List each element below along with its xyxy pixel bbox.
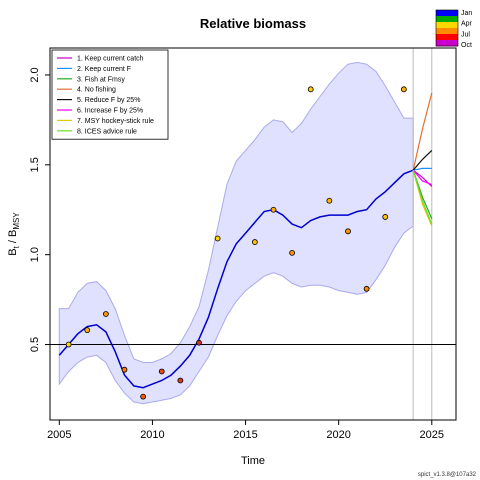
- legend-label-6: 6. Increase F by 25%: [77, 108, 143, 115]
- biomass-estimate-line: [58, 169, 414, 389]
- observation-point: [65, 341, 72, 348]
- season-swatch: [436, 10, 458, 17]
- scenario-legend: 1. Keep current catch 2. Keep current F 3.…: [51, 49, 169, 140]
- observation-point: [345, 228, 351, 235]
- y-label-sub-t: t: [12, 245, 21, 248]
- reference-lines-layer: [50, 48, 456, 420]
- season-color-legend: Jan Apr Jul Oct: [435, 9, 473, 49]
- season-swatch: [436, 28, 458, 35]
- x-tick-label: 2005: [47, 429, 71, 441]
- season-swatch: [436, 40, 458, 47]
- observation-point: [270, 206, 277, 213]
- forecast-lines-layer: [412, 92, 433, 227]
- observation-point: [84, 327, 91, 334]
- observation-point: [177, 377, 184, 384]
- x-axis-label: Time: [241, 455, 265, 467]
- season-label-jul: Jul: [461, 31, 470, 38]
- forecast-line-5: [412, 149, 433, 171]
- observation-point: [251, 239, 258, 245]
- observation-point: [382, 214, 389, 220]
- observation-point: [158, 368, 165, 375]
- legend-label-2: 2. Keep current F: [77, 66, 131, 73]
- season-swatch: [436, 22, 458, 29]
- season-swatch: [436, 34, 458, 41]
- legend-label-3: 3. Fish at Fmsy: [77, 76, 125, 83]
- observation-point: [289, 249, 296, 256]
- y-label-b: B: [7, 248, 19, 255]
- x-tick-label: 2020: [326, 429, 350, 441]
- y-tick-label: 0.5: [29, 337, 41, 352]
- plot-frame: [49, 47, 457, 421]
- observation-point: [121, 366, 128, 373]
- estimate-line-layer: [58, 169, 414, 389]
- y-tick-label: 1.5: [29, 157, 41, 172]
- y-tick-label: 1.0: [29, 247, 41, 262]
- season-swatch: [436, 16, 458, 23]
- x-axis: 2005 2010 2015 2020 2025: [47, 420, 444, 441]
- legend-box: [51, 49, 169, 140]
- legend-label-7: 7. MSY hockey-stick rule: [77, 118, 154, 125]
- footer-version: spict_v1.3.8@107a32: [418, 472, 477, 478]
- observation-point: [326, 197, 333, 204]
- observation-point: [140, 393, 147, 400]
- legend-label-5: 5. Reduce F by 25%: [77, 97, 140, 104]
- y-axis: 0.5 1.0 1.5 2.0: [29, 67, 50, 352]
- x-tick-label: 2010: [140, 429, 164, 441]
- observation-point: [307, 86, 314, 93]
- legend-label-4: 4. No fishing: [77, 87, 116, 94]
- observation-point: [400, 86, 407, 93]
- y-label-mid: / B: [7, 230, 19, 247]
- x-tick-label: 2025: [420, 429, 444, 441]
- y-label-sub-msy: MSY: [12, 212, 21, 230]
- chart-title: Relative biomass: [200, 16, 306, 31]
- x-tick-label: 2015: [233, 429, 257, 441]
- forecast-line-8: [412, 170, 433, 225]
- observation-point: [363, 285, 370, 292]
- season-legend-frame: [435, 9, 459, 47]
- legend-label-8: 8. ICES advice rule: [77, 128, 137, 135]
- season-label-oct: Oct: [461, 42, 472, 49]
- y-tick-label: 2.0: [29, 67, 41, 82]
- season-label-jan: Jan: [461, 10, 472, 17]
- observation-point: [214, 235, 221, 242]
- legend-label-1: 1. Keep current catch: [77, 56, 144, 63]
- observation-point: [102, 311, 109, 317]
- forecast-line-2: [413, 167, 432, 171]
- observation-points-layer: [65, 86, 407, 400]
- forecast-line-6: [412, 169, 433, 186]
- y-axis-label: Bt / BMSY: [7, 212, 21, 256]
- season-label-apr: Apr: [461, 21, 473, 28]
- forecast-line-4: [412, 92, 433, 171]
- observation-point: [196, 339, 202, 346]
